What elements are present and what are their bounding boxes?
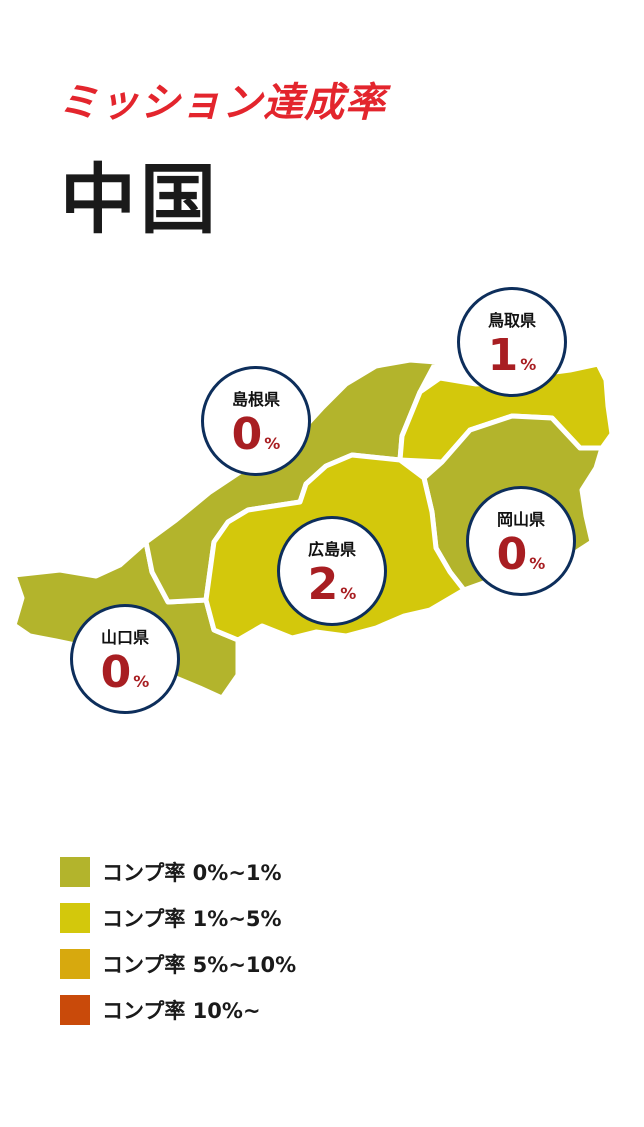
legend-label: コンプ率 0%~1%: [102, 861, 282, 885]
legend-item: コンプ率 10%~: [60, 994, 296, 1026]
badge-hiroshima[interactable]: 広島県 2%: [277, 516, 387, 626]
percent-sign: %: [529, 554, 546, 573]
prefecture-name: 島根県: [231, 390, 280, 409]
badge-tottori[interactable]: 鳥取県 1%: [457, 287, 567, 397]
page-subtitle: ミッション達成率: [58, 80, 386, 126]
prefecture-name: 岡山県: [496, 510, 545, 529]
prefecture-rate: 0: [100, 647, 132, 698]
legend-label: コンプ率 1%~5%: [102, 907, 282, 931]
page-title: 中国: [60, 155, 220, 244]
prefecture-name: 山口県: [100, 628, 149, 647]
legend-swatch: [60, 949, 90, 979]
percent-sign: %: [520, 355, 537, 374]
legend-item: コンプ率 1%~5%: [60, 902, 296, 934]
badge-yamaguchi[interactable]: 山口県 0%: [70, 604, 180, 714]
percent-sign: %: [340, 584, 357, 603]
legend-label: コンプ率 5%~10%: [102, 953, 297, 977]
badge-okayama[interactable]: 岡山県 0%: [466, 486, 576, 596]
legend-item: コンプ率 0%~1%: [60, 856, 296, 888]
legend-swatch: [60, 903, 90, 933]
prefecture-rate: 0: [496, 529, 528, 580]
legend-swatch: [60, 857, 90, 887]
legend-label: コンプ率 10%~: [102, 999, 261, 1023]
prefecture-rate: 1: [487, 330, 519, 381]
prefecture-rate: 0: [231, 409, 263, 460]
percent-sign: %: [264, 434, 281, 453]
badge-shimane[interactable]: 島根県 0%: [201, 366, 311, 476]
legend-swatch: [60, 995, 90, 1025]
percent-sign: %: [133, 672, 150, 691]
prefecture-rate: 2: [307, 559, 339, 610]
legend-item: コンプ率 5%~10%: [60, 948, 296, 980]
prefecture-name: 鳥取県: [487, 311, 536, 330]
legend: コンプ率 0%~1% コンプ率 1%~5% コンプ率 5%~10% コンプ率 1…: [60, 856, 296, 1040]
prefecture-name: 広島県: [307, 540, 356, 559]
